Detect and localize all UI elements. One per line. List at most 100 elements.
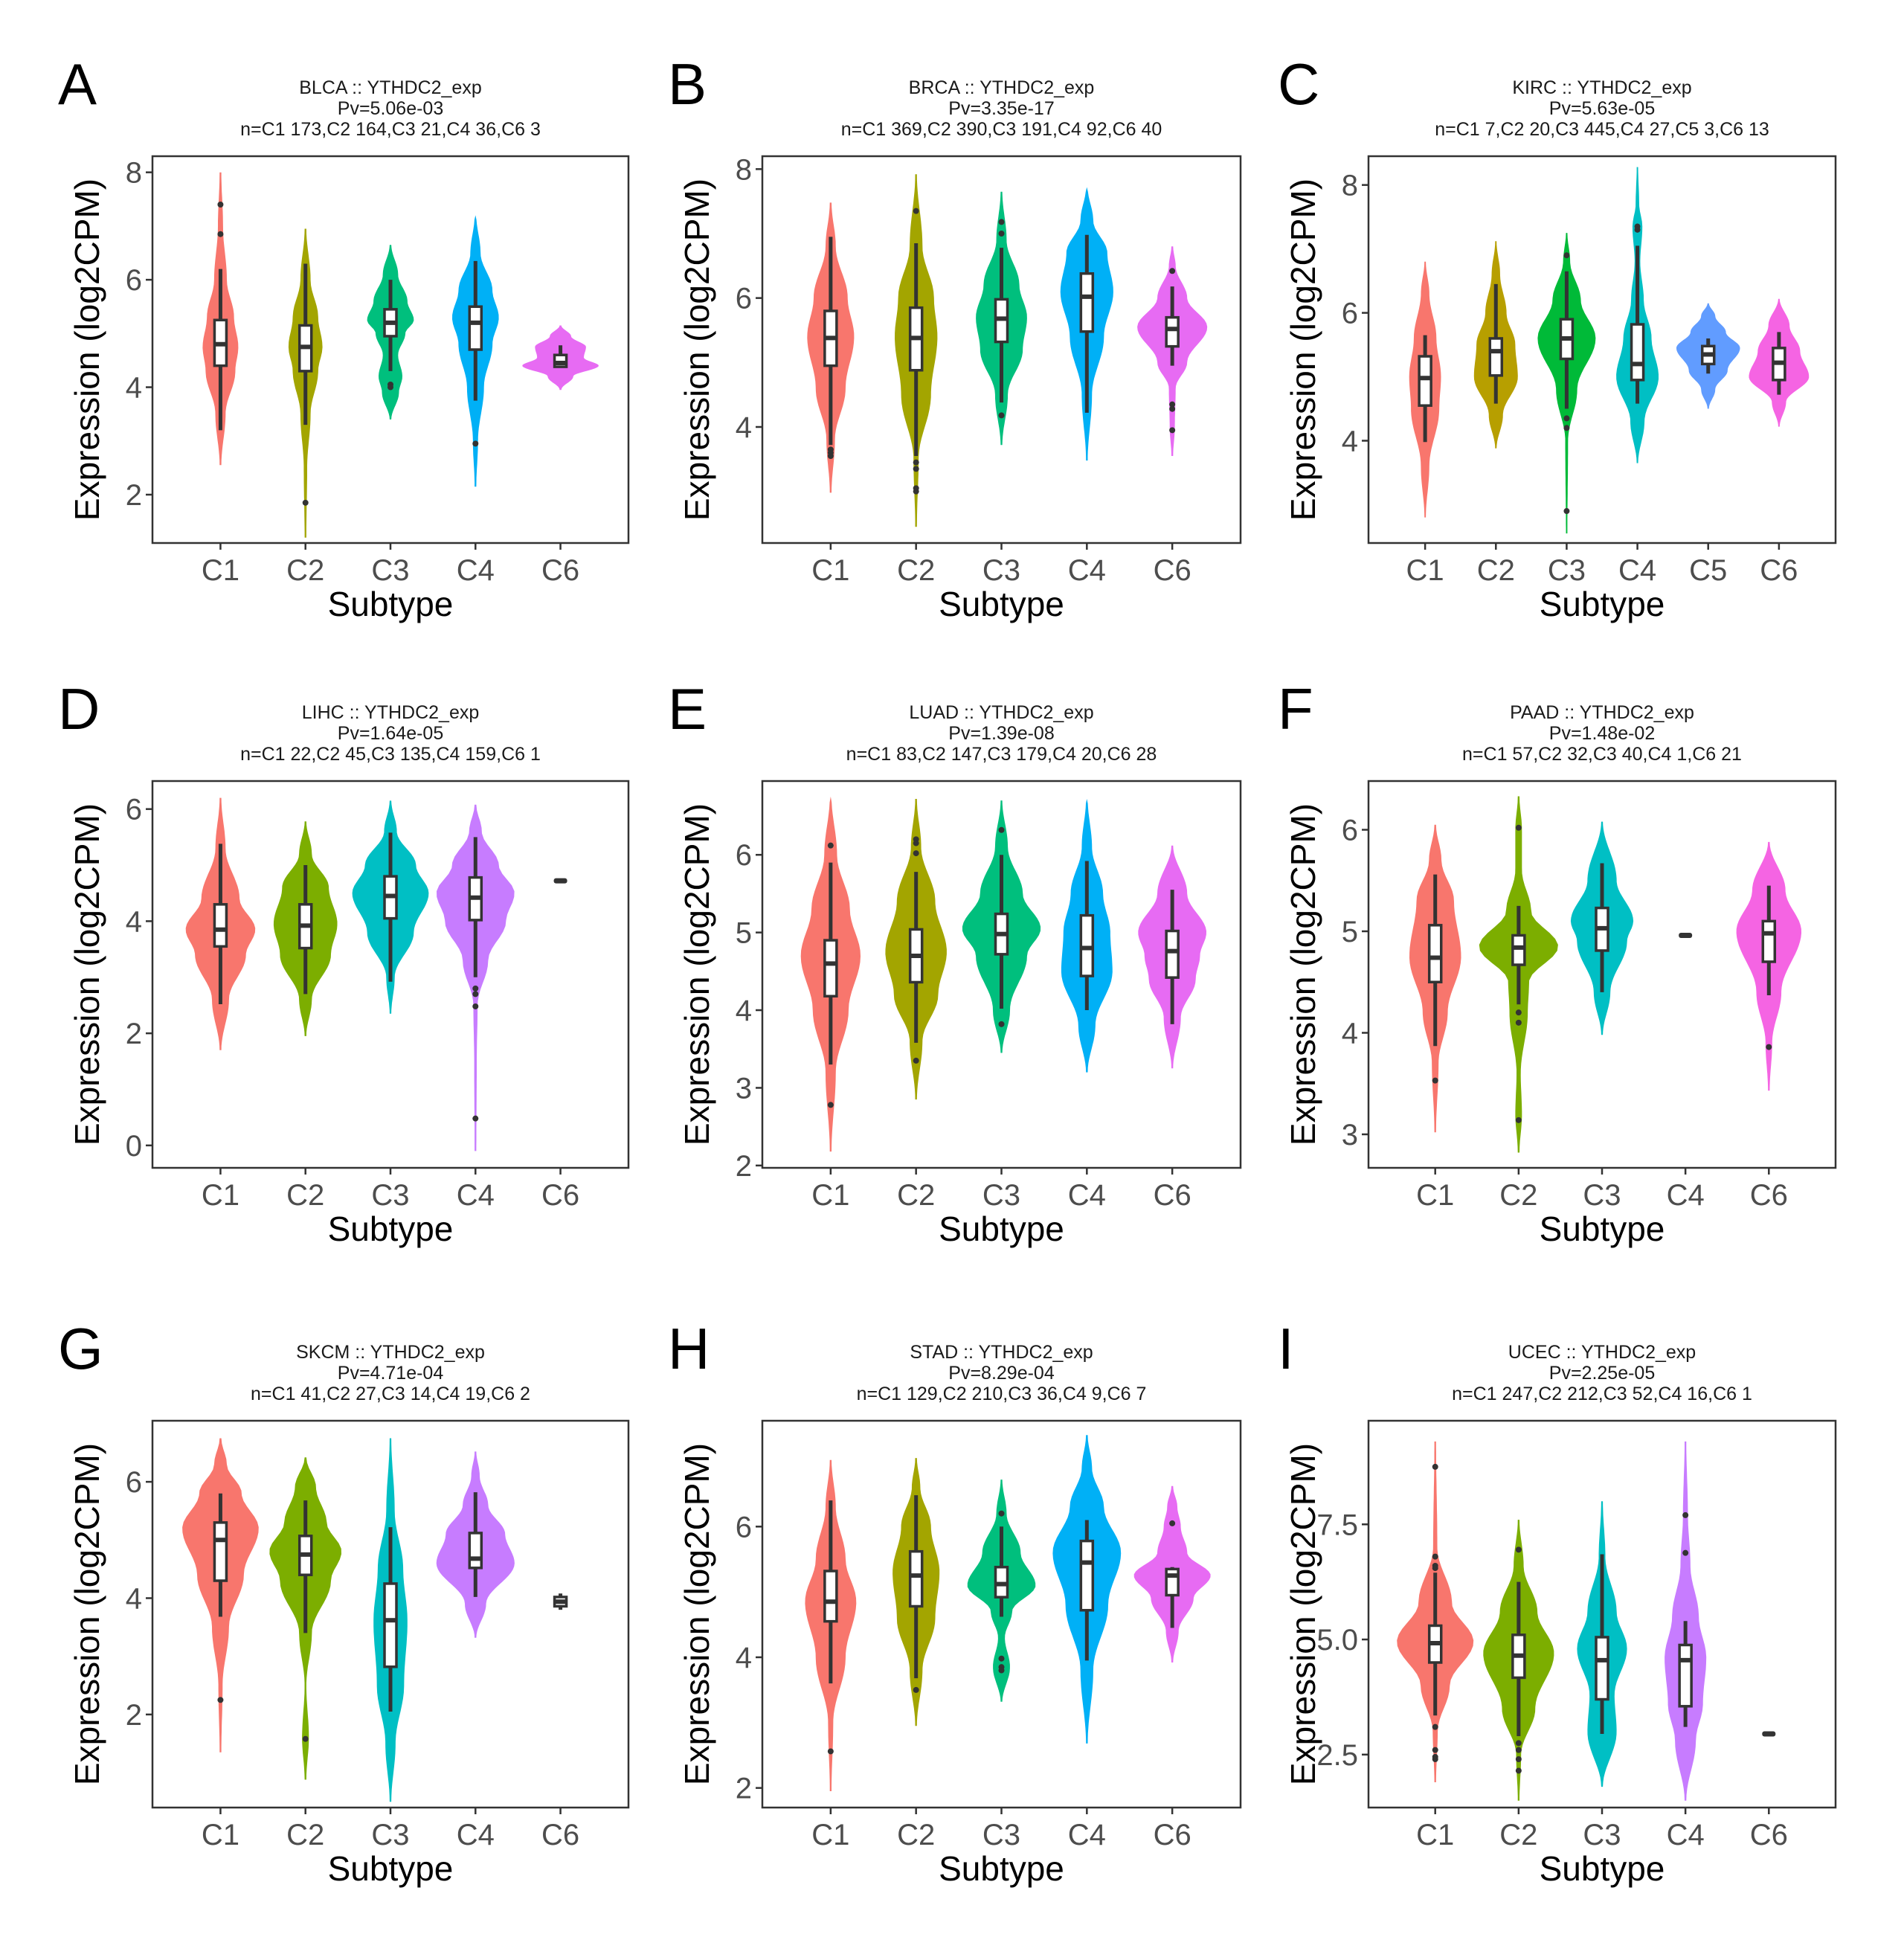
panel-i: I UCEC :: YTHDC2_exp Pv=2.25e-05 n=C1 247,C… [1220, 1309, 1859, 1934]
panel-letter: F [1278, 676, 1313, 742]
x-tick-label: C2 [897, 1819, 935, 1851]
panel-letter: B [668, 51, 707, 117]
box-iqr [468, 1532, 483, 1570]
outlier-point [472, 985, 479, 992]
p-value-label: Pv=3.35e-17 [948, 98, 1054, 119]
y-tick-label: 6 [736, 1511, 752, 1543]
p-value-label: Pv=1.48e-02 [1549, 723, 1655, 744]
chart-title: PAAD :: YTHDC2_exp [1510, 702, 1694, 723]
x-tick-label: C2 [286, 1819, 324, 1851]
y-axis-title: Expression (log2CPM) [1284, 179, 1322, 521]
box-iqr [1761, 919, 1777, 963]
x-tick-label: C6 [1750, 1179, 1788, 1212]
outlier-point [302, 499, 309, 506]
x-axis-title: Subtype [1540, 1849, 1665, 1888]
y-tick-label: 5.0 [1316, 1624, 1358, 1657]
y-tick-label: 6 [736, 839, 752, 872]
y-tick-label: 2.5 [1316, 1739, 1358, 1772]
violin-group-c1 [1409, 824, 1461, 1133]
x-axis-title: Subtype [328, 1209, 454, 1248]
sample-size-label: n=C1 173,C2 164,C3 21,C4 36,C6 3 [240, 119, 541, 140]
x-tick-label: C1 [202, 554, 239, 587]
x-tick-label: C2 [1499, 1819, 1537, 1851]
outlier-point [998, 219, 1005, 225]
outlier-point [1515, 1767, 1522, 1774]
x-tick-label: C3 [982, 1819, 1020, 1851]
box-iqr [1630, 323, 1645, 382]
violin-group-c1 [1397, 1441, 1474, 1782]
outlier-point [1515, 824, 1522, 831]
violin-group-c6 [1138, 845, 1206, 1069]
box-iqr [1165, 929, 1180, 979]
outlier-point [913, 850, 919, 857]
outlier-point [1432, 1553, 1438, 1560]
outlier-point [913, 488, 919, 495]
x-tick-label: C4 [1667, 1819, 1705, 1851]
x-tick-label: C1 [202, 1179, 239, 1212]
violin-group-c1 [185, 797, 256, 1050]
y-tick-label: 3 [736, 1072, 752, 1105]
y-tick-label: 6 [736, 283, 752, 315]
sample-size-label: n=C1 57,C2 32,C3 40,C4 1,C6 21 [1462, 744, 1742, 765]
chart-title: BLCA :: YTHDC2_exp [299, 77, 481, 98]
y-tick-label: 4 [736, 1642, 752, 1674]
x-axis-title: Subtype [328, 585, 454, 623]
single-point [1679, 932, 1693, 938]
outlier-point [913, 459, 919, 466]
outlier-point [1432, 1077, 1438, 1084]
box-iqr [1427, 924, 1443, 983]
outlier-point [1515, 1546, 1522, 1553]
outlier-point [1515, 1117, 1522, 1123]
x-tick-label: C1 [1416, 1179, 1454, 1212]
box-iqr [468, 305, 483, 351]
violin-group-c3 [1570, 821, 1634, 1035]
p-value-label: Pv=1.39e-08 [948, 723, 1054, 744]
box-iqr [1165, 315, 1180, 348]
outlier-point [1169, 268, 1176, 274]
violin-group-c2 [1479, 796, 1558, 1153]
p-value-label: Pv=5.06e-03 [338, 98, 443, 119]
sample-size-label: n=C1 247,C2 212,C3 52,C4 16,C6 1 [1452, 1384, 1752, 1404]
violin-group-c1 [202, 172, 239, 466]
violin-group-c3 [373, 1438, 408, 1802]
violin-group-c6 [1133, 1485, 1211, 1662]
x-tick-label: C6 [1750, 1819, 1788, 1851]
x-tick-label: C2 [286, 1179, 324, 1212]
panel-letter: E [668, 676, 707, 742]
sample-size-label: n=C1 22,C2 45,C3 135,C4 159,C6 1 [240, 744, 541, 765]
x-tick-label: C3 [371, 554, 409, 587]
box-iqr [1511, 934, 1526, 966]
outlier-point [998, 1510, 1005, 1517]
y-tick-label: 2 [126, 1699, 142, 1732]
y-axis-title: Expression (log2CPM) [678, 803, 716, 1146]
x-tick-label: C3 [982, 1179, 1020, 1212]
y-tick-label: 8 [126, 157, 142, 190]
panel-g: G SKCM :: YTHDC2_exp Pv=4.71e-04 n=C1 41,C2… [0, 1309, 640, 1934]
y-tick-label: 4 [1342, 1017, 1358, 1050]
outlier-point [827, 1748, 834, 1755]
violin-group-c3 [976, 191, 1027, 446]
x-tick-label: C1 [1416, 1819, 1454, 1851]
x-tick-label: C6 [541, 554, 579, 587]
outlier-point [472, 991, 479, 997]
violin-group-c4 [1616, 167, 1659, 463]
x-tick-label: C5 [1689, 554, 1727, 587]
outlier-point [1515, 1740, 1522, 1747]
violin-group-c1 [805, 1459, 857, 1791]
violin-group-c4 [1061, 799, 1113, 1073]
outlier-point [998, 1021, 1005, 1027]
outlier-point [1515, 1756, 1522, 1762]
x-axis-title: Subtype [939, 585, 1064, 623]
x-tick-label: C2 [897, 1179, 935, 1212]
outlier-point [472, 1115, 479, 1122]
outlier-point [1169, 405, 1176, 412]
x-axis-title: Subtype [1540, 1209, 1665, 1248]
x-tick-label: C4 [1068, 1819, 1106, 1851]
violin-group-c3 [367, 245, 414, 420]
x-tick-label: C4 [1068, 1179, 1106, 1212]
